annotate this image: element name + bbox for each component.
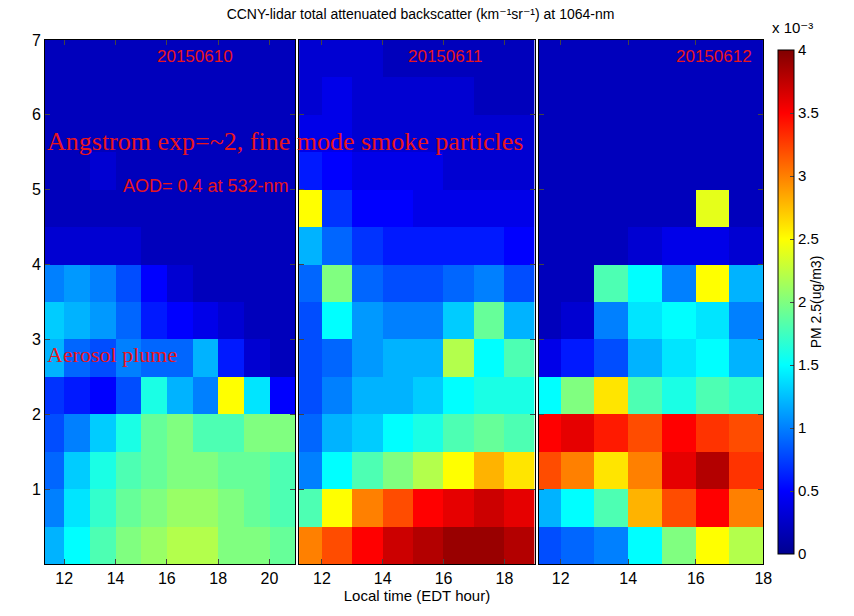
svg-text:3: 3 <box>32 331 41 348</box>
svg-text:x 10⁻³: x 10⁻³ <box>772 19 813 36</box>
svg-text:0.5: 0.5 <box>798 482 819 499</box>
svg-text:14: 14 <box>374 570 392 587</box>
svg-text:18: 18 <box>754 570 772 587</box>
svg-text:2.5: 2.5 <box>798 230 819 247</box>
svg-text:AOD= 0.4 at 532-nm: AOD= 0.4 at 532-nm <box>123 176 289 196</box>
svg-text:12: 12 <box>55 570 73 587</box>
svg-text:16: 16 <box>687 570 705 587</box>
svg-text:12: 12 <box>552 570 570 587</box>
svg-text:16: 16 <box>435 570 453 587</box>
svg-text:7: 7 <box>32 32 41 49</box>
svg-text:CCNY-lidar total attenuated ba: CCNY-lidar total attenuated backscatter … <box>227 6 615 22</box>
svg-text:1.5: 1.5 <box>798 356 819 373</box>
svg-text:20150612: 20150612 <box>676 47 752 66</box>
svg-text:4: 4 <box>32 256 41 273</box>
svg-text:3.5: 3.5 <box>798 104 819 121</box>
svg-text:Angstrom exp=~2, fine mode smo: Angstrom exp=~2, fine mode smoke particl… <box>47 127 523 156</box>
svg-text:6: 6 <box>32 106 41 123</box>
svg-text:14: 14 <box>107 570 125 587</box>
svg-text:12: 12 <box>313 570 331 587</box>
svg-text:20150610: 20150610 <box>157 47 233 66</box>
svg-text:Aerosol plume: Aerosol plume <box>47 342 177 367</box>
svg-text:1: 1 <box>32 481 41 498</box>
svg-text:18: 18 <box>209 570 227 587</box>
svg-text:20150611: 20150611 <box>408 47 482 66</box>
svg-text:3: 3 <box>798 167 806 184</box>
svg-text:18: 18 <box>495 570 513 587</box>
svg-text:16: 16 <box>158 570 176 587</box>
svg-text:0: 0 <box>798 545 806 562</box>
svg-text:Local time (EDT hour): Local time (EDT hour) <box>344 587 490 604</box>
svg-text:PM 2.5(ug/m3): PM 2.5(ug/m3) <box>808 256 824 349</box>
svg-text:5: 5 <box>32 181 41 198</box>
svg-text:1: 1 <box>798 419 806 436</box>
svg-text:20: 20 <box>261 570 279 587</box>
svg-text:2: 2 <box>798 293 806 310</box>
svg-text:2: 2 <box>32 406 41 423</box>
svg-text:4: 4 <box>798 41 806 58</box>
svg-text:14: 14 <box>619 570 637 587</box>
